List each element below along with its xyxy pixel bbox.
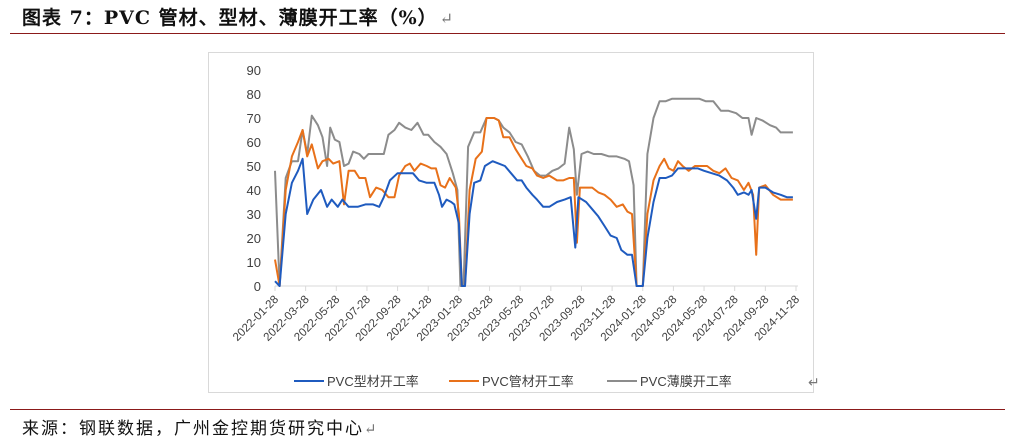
series-line: [274, 157, 793, 287]
y-tick-label: 20: [247, 231, 261, 246]
series-lines: [274, 97, 793, 287]
y-tick-label: 0: [254, 279, 261, 294]
chart-frame: 0 10 20 30 40 50 60 70 80 90 2022-01-28 2022-03-28…: [208, 52, 814, 393]
y-tick-label: 90: [247, 63, 261, 78]
source-return-mark: ↵: [364, 420, 377, 438]
legend-return-mark: ↵: [808, 375, 820, 391]
x-axis: 2022-01-282022-03-282022-05-282022-07-28…: [231, 285, 802, 344]
y-tick-label: 10: [247, 255, 261, 270]
legend-label: PVC薄膜开工率: [640, 374, 732, 389]
figure-title-text: 图表 7：PVC 管材、型材、薄膜开工率（%）: [22, 7, 438, 29]
y-axis-labels: 0 10 20 30 40 50 60 70 80 90: [247, 63, 261, 294]
y-tick-label: 50: [247, 159, 261, 174]
line-chart: 0 10 20 30 40 50 60 70 80 90 2022-01-282022-03-28…: [231, 63, 802, 389]
source-text: 来源：钢联数据，广州金控期货研究中心: [22, 419, 364, 439]
figure-title: 图表 7：PVC 管材、型材、薄膜开工率（%） ↵: [22, 3, 454, 30]
source-note: 来源：钢联数据，广州金控期货研究中心↵: [22, 414, 377, 439]
y-tick-label: 60: [247, 135, 261, 150]
series-line: [274, 97, 793, 287]
paragraph-return-mark: ↵: [439, 9, 455, 28]
y-tick-label: 40: [247, 183, 261, 198]
y-tick-label: 70: [247, 111, 261, 126]
y-tick-label: 80: [247, 87, 261, 102]
title-divider: [10, 33, 1005, 34]
legend-label: PVC型材开工率: [327, 374, 419, 389]
source-divider: [10, 409, 1005, 410]
legend-label: PVC管材开工率: [482, 374, 574, 389]
y-tick-label: 30: [247, 207, 261, 222]
series-line: [274, 117, 793, 287]
chart-legend: PVC型材开工率 PVC管材开工率 PVC薄膜开工率: [294, 374, 732, 389]
